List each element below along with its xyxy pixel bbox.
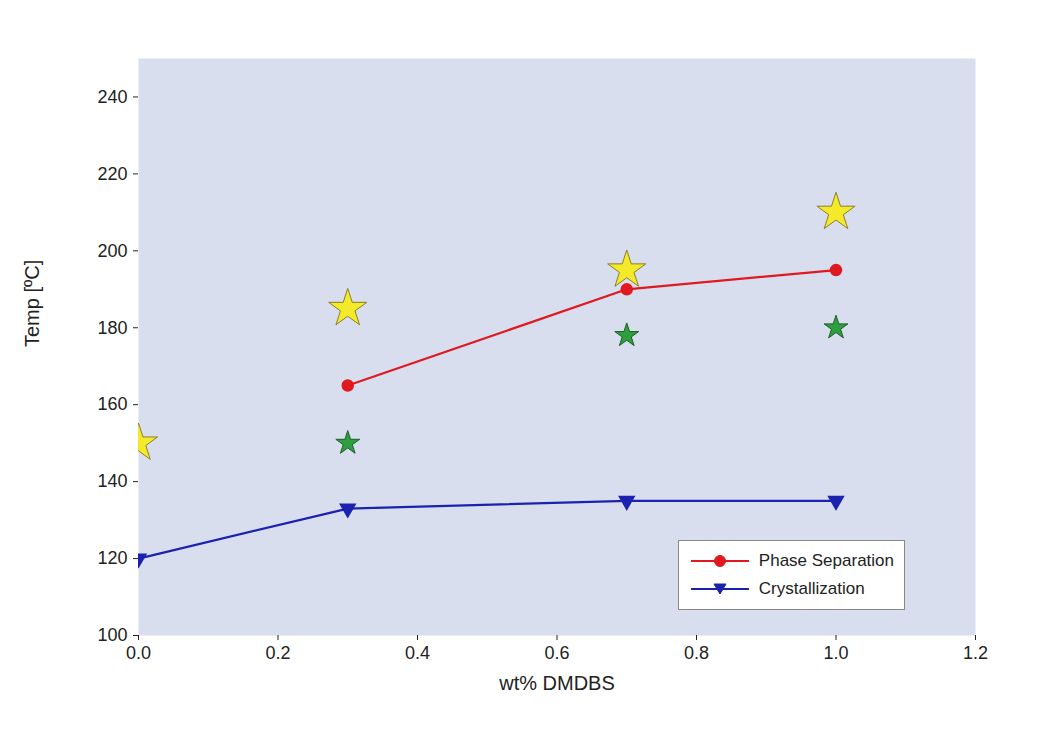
- svg-text:120: 120: [97, 548, 127, 568]
- svg-text:220: 220: [97, 164, 127, 184]
- svg-text:0.2: 0.2: [265, 643, 290, 663]
- svg-text:140: 140: [97, 471, 127, 491]
- svg-text:1.0: 1.0: [823, 643, 848, 663]
- svg-text:100: 100: [97, 625, 127, 645]
- svg-text:0.0: 0.0: [126, 643, 151, 663]
- svg-text:1.2: 1.2: [963, 643, 988, 663]
- html-text:Crystallization: Crystallization: [758, 579, 865, 598]
- svg-text:0.6: 0.6: [544, 643, 569, 663]
- svg-text:240: 240: [97, 87, 127, 107]
- html-text:Phase Separation: Phase Separation: [758, 551, 894, 570]
- svg-text:0.8: 0.8: [684, 643, 709, 663]
- svg-text:Temp [ºC]: Temp [ºC]: [21, 260, 43, 347]
- svg-text:200: 200: [97, 241, 127, 261]
- svg-text:wt% DMDBS: wt% DMDBS: [498, 672, 615, 694]
- svg-text:160: 160: [97, 394, 127, 414]
- svg-text:180: 180: [97, 318, 127, 338]
- svg-text:0.4: 0.4: [405, 643, 430, 663]
